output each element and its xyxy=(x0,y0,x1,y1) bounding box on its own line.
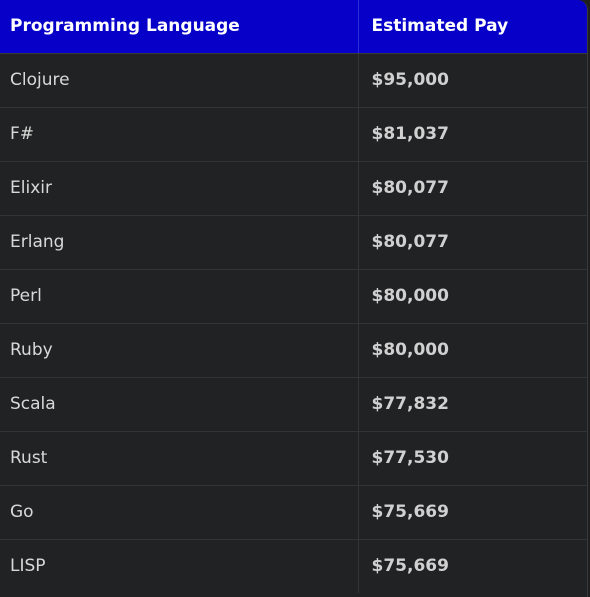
header-estimated-pay: Estimated Pay xyxy=(357,0,587,54)
pay-cell: $80,000 xyxy=(357,269,587,324)
pay-cell: $80,077 xyxy=(357,215,587,270)
table-row: LISP $75,669 xyxy=(0,539,587,593)
language-cell: Elixir xyxy=(0,161,358,216)
language-cell: LISP xyxy=(10,556,46,577)
language-cell: Clojure xyxy=(0,53,358,108)
table-row: Clojure $95,000 xyxy=(0,53,587,108)
language-cell: Perl xyxy=(0,269,358,324)
pay-cell: $77,832 xyxy=(357,377,587,432)
pay-cell: $95,000 xyxy=(357,53,587,108)
pay-cell: $81,037 xyxy=(357,107,587,162)
language-cell: F# xyxy=(0,107,358,162)
language-cell: Go xyxy=(0,485,358,540)
pay-cell: $77,530 xyxy=(357,431,587,486)
pay-cell: $75,669 xyxy=(357,485,587,540)
table-row: Perl $80,000 xyxy=(0,269,587,324)
pay-cell: $75,669 xyxy=(357,539,587,593)
language-cell: Ruby xyxy=(0,323,358,378)
table-row: Ruby $80,000 xyxy=(0,323,587,378)
table-header-row: Programming Language Estimated Pay xyxy=(0,0,587,54)
language-cell: Rust xyxy=(0,431,358,486)
header-programming-language: Programming Language xyxy=(0,0,358,54)
pay-cell: $80,000 xyxy=(357,323,587,378)
language-cell: Erlang xyxy=(0,215,358,270)
table-row: Elixir $80,077 xyxy=(0,161,587,216)
table-row: Rust $77,530 xyxy=(0,431,587,486)
table-row: F# $81,037 xyxy=(0,107,587,162)
language-cell: Scala xyxy=(0,377,358,432)
table-row: Scala $77,832 xyxy=(0,377,587,432)
table-row: Go $75,669 xyxy=(0,485,587,540)
table-row: Erlang $80,077 xyxy=(0,215,587,270)
pay-cell: $80,077 xyxy=(357,161,587,216)
